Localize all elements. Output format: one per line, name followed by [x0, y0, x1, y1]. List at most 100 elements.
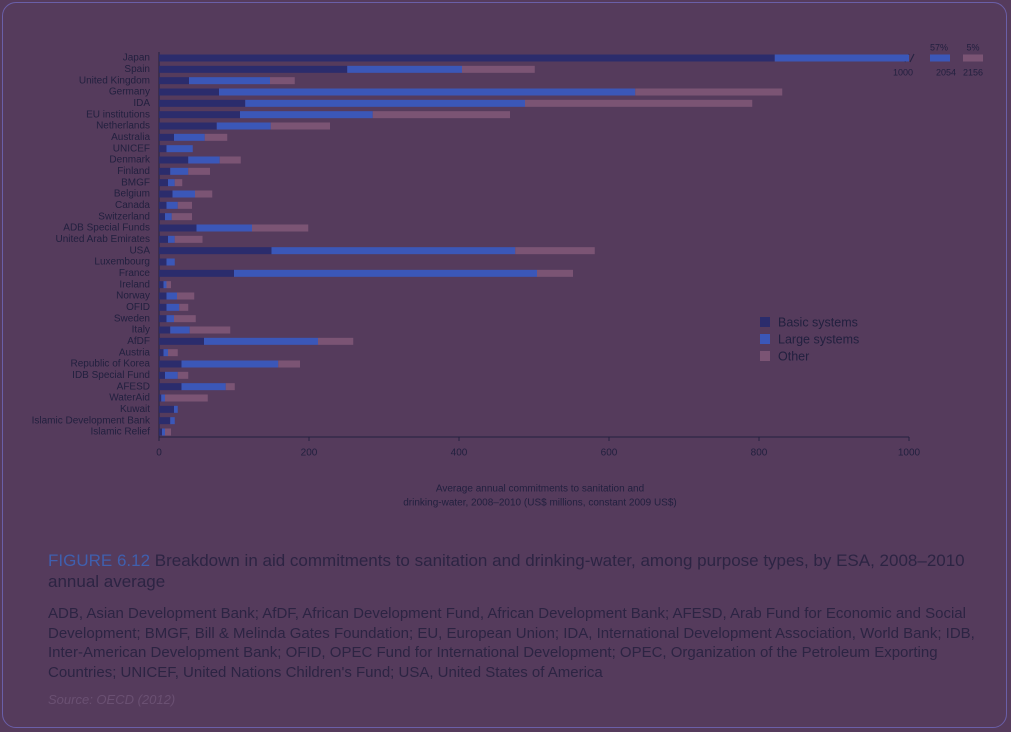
y-tick-label: Switzerland — [98, 211, 150, 222]
bar-segment — [234, 269, 537, 277]
y-tick-label: United Kingdom — [79, 75, 150, 86]
bar-segment — [159, 247, 272, 255]
bar-segment — [159, 292, 167, 300]
bar-segment — [159, 213, 165, 221]
bar-segment — [159, 281, 164, 289]
y-tick-label: AfDF — [127, 336, 150, 347]
bar-segment — [171, 213, 192, 221]
x-axis-label: Average annual commitments to sanitation… — [436, 484, 644, 495]
bar-segment — [635, 88, 783, 96]
bar-segment — [159, 145, 167, 153]
y-tick-label: Canada — [115, 200, 150, 211]
bar-segment — [174, 235, 203, 243]
bar-segment — [172, 190, 195, 198]
bar-segment — [159, 258, 167, 266]
bar-segment — [159, 326, 171, 334]
bar-segment — [159, 371, 165, 379]
annotation: 2054 — [936, 67, 956, 77]
bar-segment — [278, 360, 300, 368]
bar-segment — [159, 190, 173, 198]
bar-segment — [159, 224, 197, 232]
bar-segment — [159, 417, 171, 425]
bar-segment — [166, 201, 178, 209]
y-tick-label: UNICEF — [113, 143, 150, 154]
bar-segment — [159, 394, 162, 402]
bar-segment — [245, 99, 525, 107]
caption-label: FIGURE 6.12 — [48, 551, 151, 570]
y-tick-label: OFID — [126, 302, 150, 313]
bar-segment — [168, 235, 175, 243]
bar-segment — [525, 99, 753, 107]
y-tick-label: BMGF — [121, 177, 150, 188]
break-mark — [909, 53, 915, 63]
x-tick-label: 400 — [451, 448, 468, 459]
annotation: 57% — [930, 42, 948, 52]
bar-overflow — [930, 54, 950, 62]
bar-segment — [179, 303, 189, 311]
bar-segment — [159, 201, 167, 209]
bar-segment — [170, 417, 175, 425]
bar-segment — [372, 111, 510, 119]
bar-segment — [159, 122, 217, 130]
x-tick-label: 800 — [751, 448, 768, 459]
bar-segment — [159, 133, 174, 141]
bar-segment — [159, 405, 174, 413]
y-tick-label: Luxembourg — [94, 257, 150, 268]
bar-segment — [174, 315, 196, 323]
x-tick-label: 0 — [156, 448, 162, 459]
bar-segment — [515, 247, 595, 255]
bar-segment — [177, 371, 189, 379]
y-tick-label: Ireland — [119, 279, 150, 290]
legend-swatch — [760, 351, 770, 361]
y-tick-label: USA — [129, 245, 150, 256]
bar-segment — [159, 383, 182, 391]
bar-segment — [204, 133, 228, 141]
source: Source: OECD (2012) — [48, 692, 176, 707]
bar-segment — [159, 235, 168, 243]
y-tick-label: Australia — [111, 132, 150, 143]
bar-segment — [270, 77, 295, 85]
bar-segment — [240, 111, 373, 119]
bar-segment — [462, 65, 535, 73]
bar-segment — [216, 122, 271, 130]
bar-segment — [270, 122, 330, 130]
bar-segment — [159, 65, 348, 73]
y-tick-label: IDB Special Fund — [72, 370, 150, 381]
bar-overflow — [963, 54, 983, 62]
bar-segment — [537, 269, 573, 277]
bar-segment — [174, 133, 205, 141]
bar-segment — [159, 54, 775, 62]
y-tick-label: EU institutions — [86, 109, 150, 120]
legend-label: Other — [778, 349, 809, 363]
bar-segment — [159, 156, 189, 164]
y-tick-label: Norway — [116, 291, 150, 302]
bar-segment — [170, 167, 189, 175]
bar-segment — [174, 179, 183, 187]
bar-segment — [170, 326, 190, 334]
bar-segment — [159, 428, 162, 436]
bar-segment — [168, 179, 175, 187]
x-tick-label: 600 — [601, 448, 618, 459]
y-tick-label: WaterAid — [109, 393, 150, 404]
y-tick-label: Netherlands — [96, 121, 150, 132]
legend-label: Large systems — [778, 332, 859, 346]
y-tick-label: Finland — [117, 166, 150, 177]
bar-segment — [166, 315, 174, 323]
bar-segment — [159, 167, 171, 175]
bar-segment — [165, 371, 178, 379]
bar-segment — [161, 394, 165, 402]
bar-segment — [159, 111, 240, 119]
legend-swatch — [760, 317, 770, 327]
bar-segment — [174, 405, 178, 413]
bar-segment — [347, 65, 462, 73]
x-tick-label: 200 — [301, 448, 318, 459]
y-tick-label: Italy — [132, 325, 150, 336]
y-tick-label: Spain — [124, 64, 150, 75]
annotation: 1000 — [893, 67, 913, 77]
bar-segment — [318, 337, 354, 345]
bar-segment — [159, 99, 246, 107]
bar-segment — [159, 77, 189, 85]
bar-segment — [189, 77, 270, 85]
bar-segment — [181, 383, 226, 391]
y-tick-label: Denmark — [109, 155, 151, 166]
